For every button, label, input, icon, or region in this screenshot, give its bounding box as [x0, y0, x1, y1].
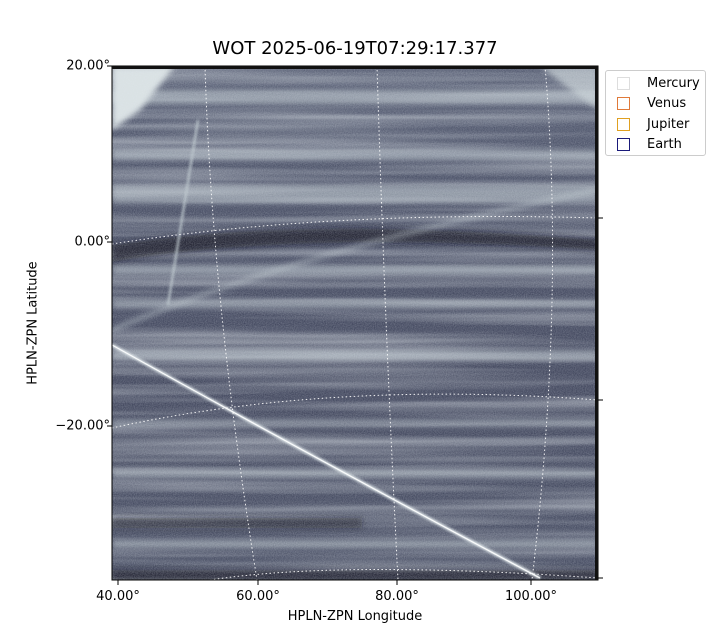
x-axis-label: HPLN-ZPN Longitude	[287, 609, 423, 624]
earth-swatch-icon	[617, 137, 630, 151]
legend-item-earth: Earth	[617, 135, 682, 153]
legend-item-venus: Venus	[617, 94, 686, 112]
x-tick-label: 100.00°	[505, 589, 557, 604]
legend-label: Mercury	[647, 75, 700, 91]
y-tick-label: 0.00°	[74, 234, 110, 250]
legend: Mercury Venus Jupiter Earth	[605, 70, 706, 156]
legend-label: Venus	[647, 95, 687, 111]
image-content	[112, 66, 598, 580]
y-tick-label: 20.00°	[66, 58, 110, 74]
image-title: WOT 2025-06-19T07:29:17.377	[212, 38, 498, 59]
legend-label: Jupiter	[647, 116, 690, 132]
legend-item-mercury: Mercury	[617, 74, 700, 92]
jupiter-swatch-icon	[617, 117, 630, 131]
x-tick-label: 60.00°	[236, 589, 280, 604]
y-axis-label: HPLN-ZPN Latitude	[25, 261, 41, 385]
y-tick-label: −20.00°	[55, 418, 110, 434]
venus-swatch-icon	[617, 96, 630, 110]
mercury-swatch-icon	[617, 76, 630, 90]
x-tick-label: 80.00°	[375, 589, 419, 604]
legend-item-jupiter: Jupiter	[617, 115, 689, 133]
x-tick-label: 40.00°	[96, 589, 140, 604]
legend-label: Earth	[647, 136, 682, 152]
